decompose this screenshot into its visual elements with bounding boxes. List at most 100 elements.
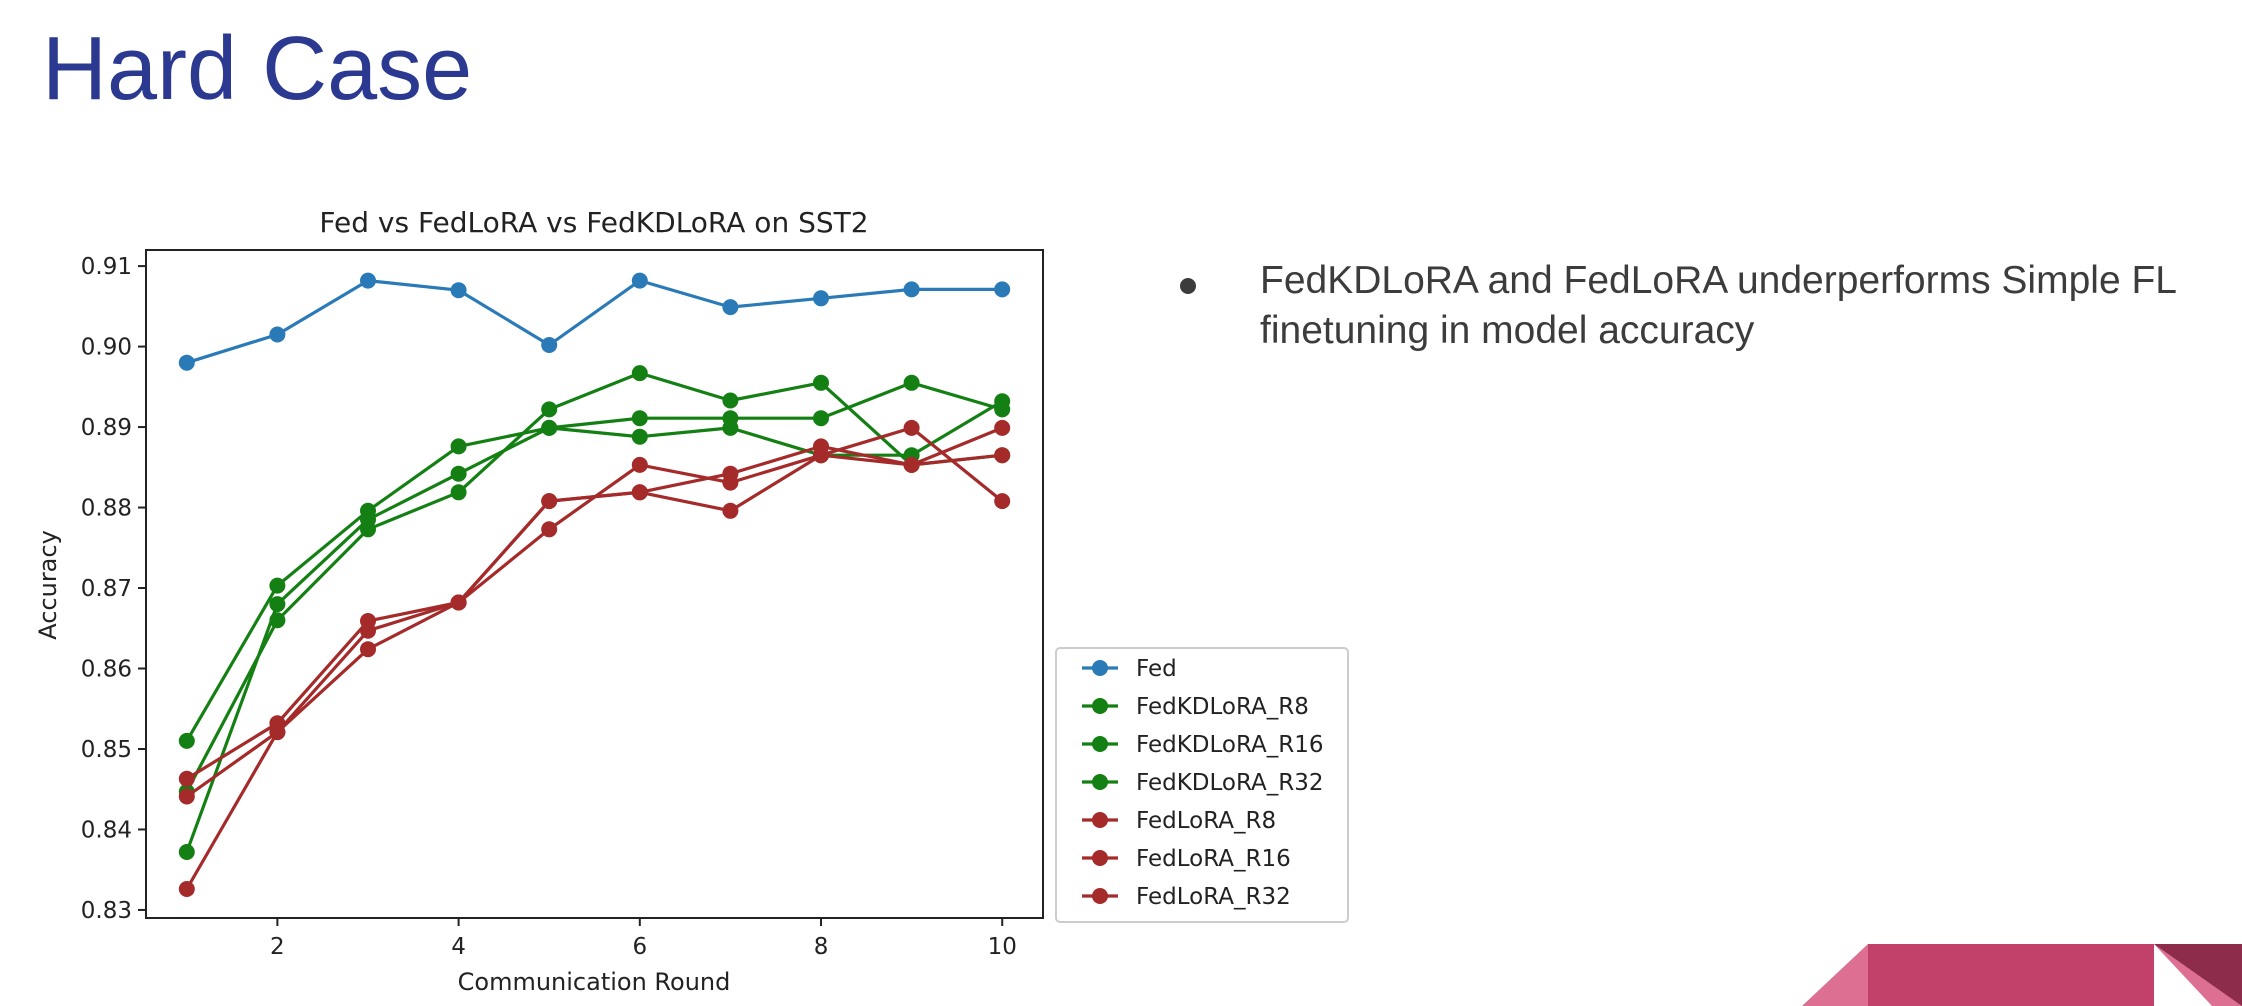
data-point (269, 596, 286, 613)
legend-item: FedLoRA_R8 (1082, 808, 1276, 834)
y-tick-label: 0.86 (81, 657, 132, 683)
series-FedKDLoRA_R16 (178, 365, 1011, 800)
legend-marker (1092, 736, 1108, 752)
data-point (631, 456, 648, 473)
y-tick-label: 0.88 (81, 496, 132, 522)
deco-right-dark (2154, 944, 2242, 1006)
data-point (269, 724, 286, 741)
axis-ticks: 2 4 6 8 10 0.83 0.84 0.85 0.86 0.87 0.88 0.89 0.90 0.… (81, 254, 1017, 960)
y-tick-label: 0.83 (81, 898, 132, 924)
bullet-dot-icon (1180, 278, 1196, 294)
data-point (722, 410, 739, 427)
legend-label: FedKDLoRA_R32 (1136, 770, 1324, 796)
data-point (994, 419, 1011, 436)
line-chart: Fed vs FedLoRA vs FedKDLoRA on SST2 2 4 6 8… (34, 206, 1349, 996)
data-point (178, 732, 195, 749)
data-point (450, 484, 467, 501)
data-point (631, 484, 648, 501)
data-point (813, 290, 829, 307)
data-point (994, 281, 1011, 298)
y-tick-label: 0.89 (81, 415, 132, 441)
series-FedLoRA_R16 (178, 419, 1011, 805)
legend-marker (1092, 888, 1108, 904)
series-line (185, 426, 1003, 890)
data-point (269, 577, 286, 594)
legend-item: FedKDLoRA_R8 (1082, 694, 1309, 720)
data-point (994, 401, 1011, 418)
data-point (903, 374, 920, 391)
data-point (541, 337, 558, 353)
data-point (722, 465, 739, 482)
legend-marker (1092, 660, 1108, 676)
x-axis-label: Communication Round (458, 968, 731, 996)
legend-marker (1092, 698, 1108, 714)
legend-label: FedKDLoRA_R16 (1136, 732, 1324, 758)
data-point (541, 401, 558, 418)
data-point (450, 465, 467, 482)
data-point (360, 511, 376, 528)
x-tick-label: 8 (814, 934, 829, 960)
legend-item: FedLoRA_R32 (1082, 884, 1291, 910)
data-point (269, 326, 286, 343)
x-tick-label: 6 (632, 934, 647, 960)
data-point (631, 272, 648, 289)
legend-item: FedKDLoRA_R16 (1082, 732, 1324, 758)
y-tick-label: 0.85 (81, 737, 132, 763)
x-tick-label: 2 (270, 934, 285, 960)
data-point (631, 410, 648, 427)
data-point (813, 374, 829, 391)
data-point (903, 419, 920, 436)
chart-title: Fed vs FedLoRA vs FedKDLoRA on SST2 (319, 206, 868, 239)
data-point (722, 392, 739, 409)
series-line (185, 453, 1003, 781)
legend-label: FedLoRA_R8 (1136, 808, 1276, 834)
legend-label: FedKDLoRA_R8 (1136, 694, 1309, 720)
slide-title: Hard Case (42, 19, 473, 119)
data-point (541, 521, 558, 538)
legend-marker (1092, 850, 1108, 866)
data-point (631, 365, 648, 382)
bullet-text: FedKDLoRA and FedLoRA underperforms Simp… (1260, 259, 2176, 352)
legend-label: Fed (1136, 656, 1177, 682)
data-point (178, 354, 195, 371)
x-tick-label: 10 (988, 934, 1017, 960)
data-point (903, 456, 920, 473)
data-point (813, 438, 829, 455)
legend-item: FedKDLoRA_R32 (1082, 770, 1324, 796)
legend-label: FedLoRA_R16 (1136, 846, 1291, 872)
corner-decoration (1802, 944, 2242, 1006)
y-tick-label: 0.84 (81, 817, 132, 843)
series-line (186, 279, 1003, 365)
legend-label: FedLoRA_R32 (1136, 884, 1291, 910)
series-line (185, 371, 1003, 793)
bullet-item: FedKDLoRA and FedLoRA underperforms Simp… (1180, 256, 2230, 356)
data-point (178, 881, 195, 897)
y-tick-label: 0.90 (81, 335, 132, 361)
plot-area (178, 272, 1011, 897)
series-line (185, 381, 1003, 853)
series-Fed (178, 272, 1011, 371)
data-point (722, 502, 739, 519)
series-FedKDLoRA_R32 (178, 374, 1011, 860)
series-line (185, 399, 1004, 742)
data-point (178, 770, 195, 787)
data-point (360, 272, 376, 289)
y-tick-label: 0.91 (81, 254, 132, 280)
data-point (722, 299, 739, 316)
data-point (450, 282, 467, 299)
data-point (450, 438, 467, 455)
deco-left-triangle (1802, 944, 1868, 1006)
data-point (450, 594, 467, 611)
y-axis-label: Accuracy (34, 530, 62, 640)
x-tick-label: 4 (451, 934, 466, 960)
data-point (631, 428, 648, 445)
legend-frame (1055, 647, 1349, 923)
data-point (178, 788, 195, 805)
data-point (813, 410, 829, 427)
data-point (541, 419, 558, 436)
series-FedLoRA_R32 (178, 419, 1011, 897)
data-point (178, 844, 195, 860)
data-point (994, 493, 1011, 510)
legend-marker (1092, 812, 1108, 828)
data-point (903, 281, 920, 298)
